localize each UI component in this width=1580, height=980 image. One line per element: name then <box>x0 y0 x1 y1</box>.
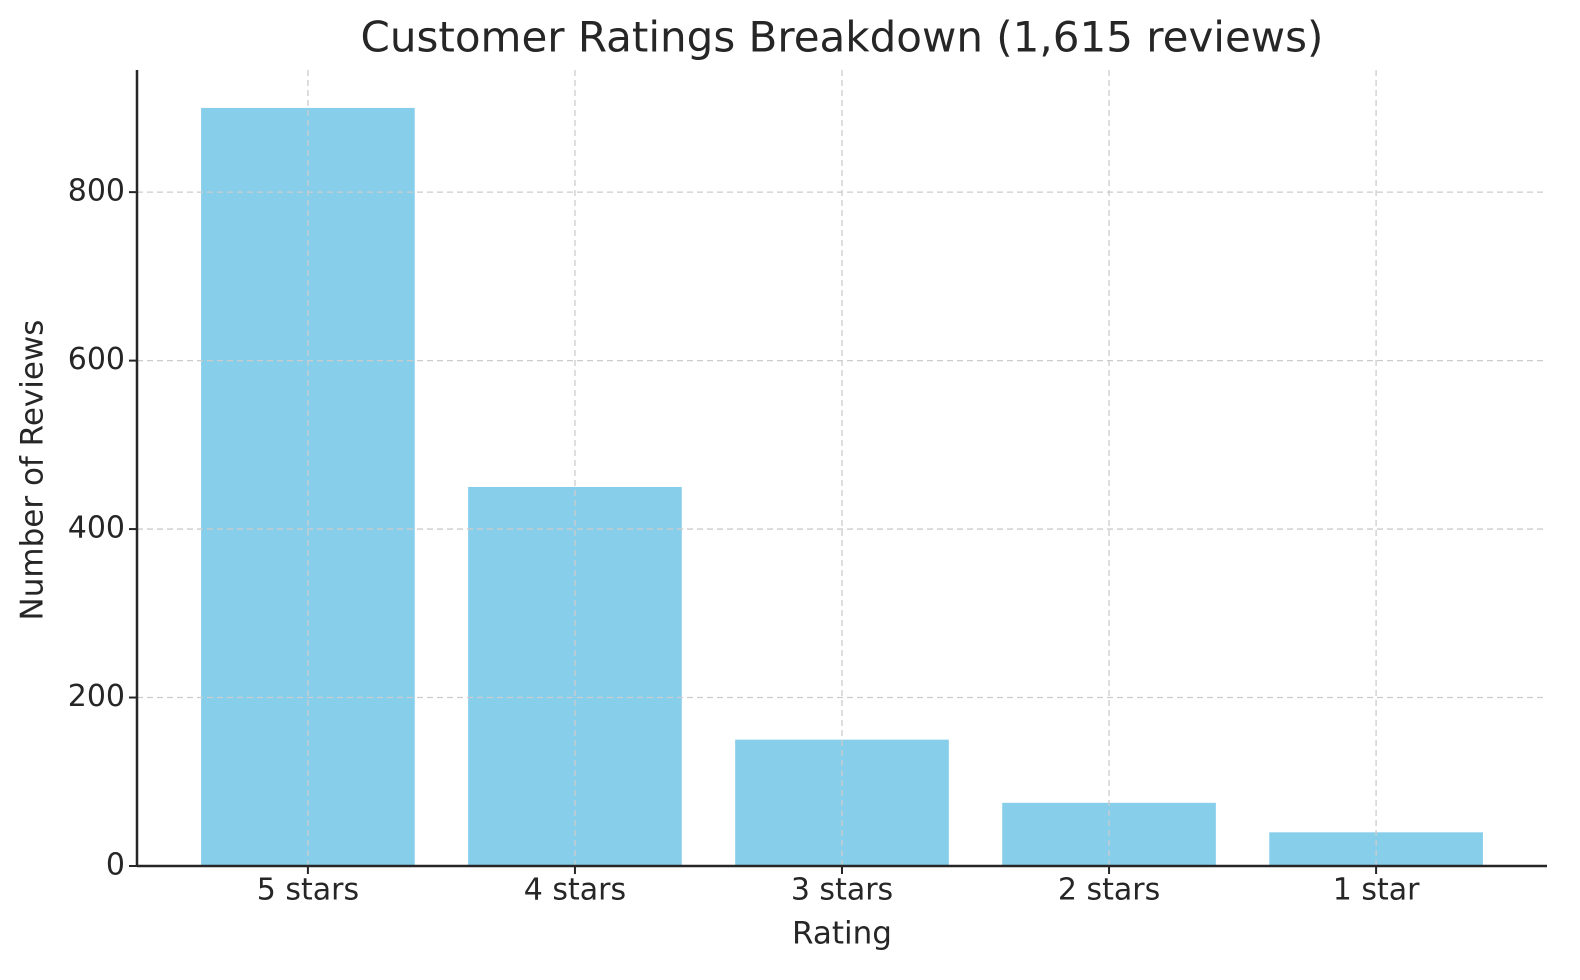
y-tick-label: 400 <box>68 511 125 546</box>
x-tick-label: 1 star <box>1333 873 1420 908</box>
y-tick-label: 200 <box>68 679 125 714</box>
chart-title: Customer Ratings Breakdown (1,615 review… <box>361 13 1324 62</box>
x-tick-label: 4 stars <box>524 873 626 908</box>
y-tick-label: 600 <box>68 342 125 377</box>
x-tick-label: 3 stars <box>791 873 893 908</box>
x-tick-label: 2 stars <box>1058 873 1160 908</box>
x-tick-label: 5 stars <box>257 873 359 908</box>
x-axis-label: Rating <box>792 916 892 952</box>
y-tick-label: 0 <box>106 848 125 883</box>
y-axis-label: Number of Reviews <box>15 320 51 621</box>
y-tick-label: 800 <box>68 174 125 209</box>
